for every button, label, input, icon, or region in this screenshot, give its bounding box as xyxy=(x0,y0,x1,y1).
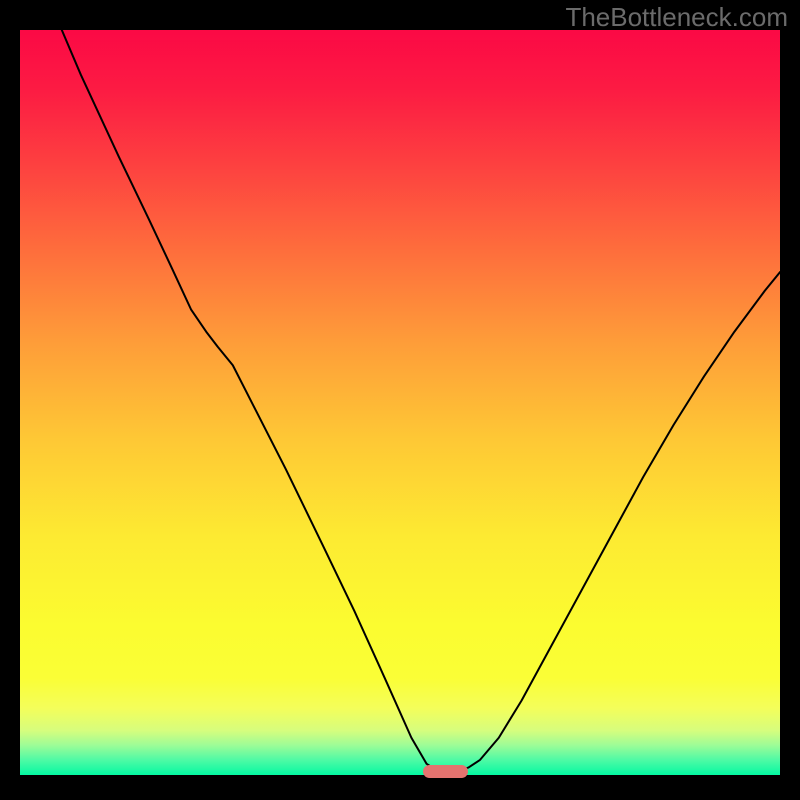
chart-plot-area xyxy=(20,30,780,775)
optimal-marker xyxy=(423,765,469,778)
chart-svg xyxy=(20,30,780,775)
watermark-text: TheBottleneck.com xyxy=(565,2,788,33)
